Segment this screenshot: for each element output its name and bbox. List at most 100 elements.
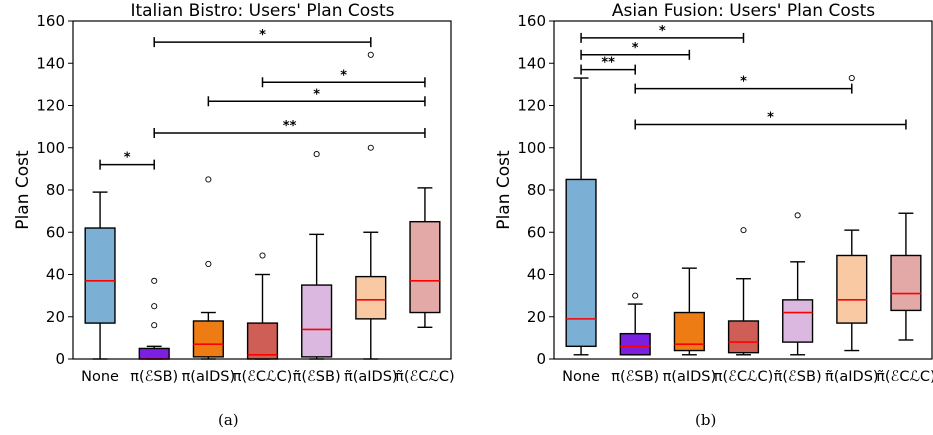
y-tick-label: 20 bbox=[527, 308, 546, 326]
significance-label: * bbox=[124, 151, 131, 166]
x-tick-label: None bbox=[562, 369, 600, 385]
significance-bracket: * bbox=[634, 75, 853, 94]
box-iqr bbox=[192, 320, 224, 358]
outlier-point bbox=[151, 277, 158, 284]
box-1 bbox=[619, 292, 651, 356]
outlier-point bbox=[205, 260, 212, 267]
box-iqr bbox=[84, 227, 116, 324]
y-tick-label: 140 bbox=[517, 54, 546, 72]
box-6 bbox=[409, 187, 441, 329]
significance-bracket: ** bbox=[153, 119, 426, 138]
x-tick-label: π(aIDS) bbox=[663, 369, 717, 385]
outlier-point bbox=[313, 151, 320, 158]
y-tick-label: 120 bbox=[36, 97, 65, 115]
x-tick-label: π̃(ℰCℒC) bbox=[395, 369, 455, 385]
x-tick-label: None bbox=[81, 369, 119, 385]
significance-bracket: * bbox=[207, 87, 426, 107]
y-tick-label: 160 bbox=[36, 12, 65, 30]
caption-a: (a) bbox=[218, 411, 239, 429]
y-tick-label: 140 bbox=[36, 54, 65, 72]
x-tick-label: π̃(ℰSB) bbox=[293, 369, 341, 385]
box-5 bbox=[355, 51, 387, 360]
outlier-point bbox=[151, 322, 158, 329]
y-tick-label: 20 bbox=[46, 308, 65, 326]
box-iqr bbox=[301, 284, 333, 358]
y-tick-label: 80 bbox=[46, 181, 65, 199]
significance-label: * bbox=[632, 41, 639, 56]
y-tick-label: 100 bbox=[517, 139, 546, 157]
y-tick-label: 60 bbox=[527, 223, 546, 241]
outlier-point bbox=[794, 212, 801, 219]
box-6 bbox=[890, 212, 922, 341]
box-iqr bbox=[355, 275, 387, 320]
y-axis-label: Plan Cost bbox=[494, 150, 514, 230]
box-2 bbox=[673, 267, 705, 356]
y-tick-label: 0 bbox=[55, 350, 65, 368]
x-tick-label: π(ℰCℒC) bbox=[233, 369, 293, 385]
plot-frame bbox=[72, 20, 452, 360]
x-tick-label: π(ℰSB) bbox=[611, 369, 659, 385]
significance-label: * bbox=[340, 68, 347, 83]
outlier-point bbox=[367, 144, 374, 151]
y-tick-label: 60 bbox=[46, 223, 65, 241]
y-tick-label: 0 bbox=[536, 350, 546, 368]
x-tick-label: π̃(aIDS) bbox=[825, 369, 879, 385]
outlier-point bbox=[205, 176, 212, 183]
significance-bracket: * bbox=[99, 151, 155, 170]
box-5 bbox=[836, 74, 868, 352]
x-tick-label: π(ℰCℒC) bbox=[714, 369, 774, 385]
chart-title: Italian Bistro: Users' Plan Costs bbox=[130, 1, 394, 21]
box-0 bbox=[84, 191, 116, 360]
significance-label: * bbox=[659, 24, 666, 39]
significance-bracket: ** bbox=[580, 56, 636, 75]
box-4 bbox=[301, 151, 333, 360]
chart-title: Asian Fusion: Users' Plan Costs bbox=[612, 1, 875, 21]
significance-label: * bbox=[259, 28, 266, 43]
y-tick-label: 100 bbox=[36, 139, 65, 157]
y-tick-label: 120 bbox=[517, 97, 546, 115]
box-4 bbox=[782, 212, 814, 356]
significance-label: * bbox=[313, 87, 320, 102]
box-3 bbox=[727, 227, 760, 356]
y-tick-label: 160 bbox=[517, 12, 546, 30]
chart-panel-a: Italian Bistro: Users' Plan Costs Plan Co… bbox=[13, 1, 455, 385]
x-tick-label: π̃(aIDS) bbox=[344, 369, 398, 385]
significance-label: * bbox=[767, 111, 774, 126]
significance-bracket: * bbox=[580, 41, 691, 60]
significance-bracket: * bbox=[153, 28, 372, 48]
outlier-point bbox=[740, 227, 747, 234]
significance-label: * bbox=[740, 75, 747, 90]
x-tick-label: π(aIDS) bbox=[182, 369, 236, 385]
box-3 bbox=[246, 252, 279, 360]
significance-bracket: * bbox=[261, 68, 426, 88]
y-tick-label: 40 bbox=[527, 266, 546, 284]
box-iqr bbox=[246, 322, 279, 360]
outlier-point bbox=[848, 74, 855, 82]
box-iqr bbox=[619, 332, 651, 356]
x-tick-label: π̃(ℰCℒC) bbox=[876, 369, 933, 385]
outlier-point bbox=[367, 51, 374, 58]
significance-label: ** bbox=[283, 119, 297, 134]
box-2 bbox=[192, 176, 224, 360]
x-tick-label: π̃(ℰSB) bbox=[774, 369, 822, 385]
chart-panel-b: Asian Fusion: Users' Plan Costs Plan Cost… bbox=[494, 1, 933, 385]
significance-label: ** bbox=[601, 56, 615, 71]
figure: Italian Bistro: Users' Plan Costs Plan Co… bbox=[13, 1, 933, 385]
box-iqr bbox=[409, 220, 441, 314]
box-iqr bbox=[565, 178, 597, 348]
y-tick-label: 80 bbox=[527, 181, 546, 199]
box-iqr bbox=[782, 299, 814, 343]
outlier-point bbox=[632, 292, 639, 299]
box-1 bbox=[138, 277, 170, 360]
outlier-point bbox=[259, 252, 266, 259]
plot-frame bbox=[553, 20, 933, 360]
box-iqr bbox=[836, 254, 868, 324]
y-axis-label: Plan Cost bbox=[13, 150, 33, 230]
outlier-point bbox=[151, 303, 158, 310]
box-iqr bbox=[138, 347, 170, 360]
x-tick-label: π(ℰSB) bbox=[130, 369, 178, 385]
y-tick-label: 40 bbox=[46, 266, 65, 284]
significance-bracket: * bbox=[580, 24, 745, 43]
caption-b: (b) bbox=[695, 411, 717, 429]
significance-bracket: * bbox=[634, 111, 907, 130]
